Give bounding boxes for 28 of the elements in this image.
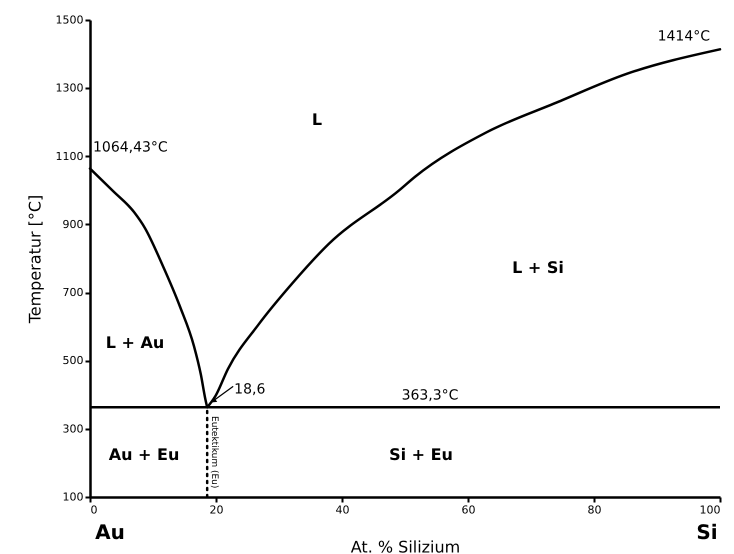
x-tick-label: 80 — [588, 504, 602, 516]
annotation: L — [312, 110, 322, 129]
annotation: 1414°C — [658, 28, 710, 44]
y-tick-label: 100 — [62, 490, 84, 504]
y-tick-label: 500 — [62, 354, 84, 368]
x-tick-label: 0 — [90, 504, 98, 516]
annotation: L + Au — [106, 333, 164, 352]
y-tick-label: 1300 — [56, 82, 84, 95]
y-tick-label: 1100 — [56, 150, 84, 163]
x-tick-label: 20 — [210, 504, 224, 516]
y-axis-title: Temperatur [°C] — [26, 194, 45, 324]
text: Si — [696, 520, 718, 544]
ref-line-label: 363,3°C — [402, 387, 459, 404]
annotation: 1064,43°C — [93, 140, 168, 156]
x-tick-label: 40 — [336, 504, 350, 516]
x-tick-label: 60 — [462, 504, 476, 516]
y-tick-label: 900 — [62, 218, 84, 231]
annotation: L + Si — [512, 258, 564, 277]
x-tick-label: 100 — [700, 504, 720, 516]
y-tick-label: 300 — [62, 422, 84, 436]
x-axis-title: At. % Silizium — [350, 538, 460, 554]
text: Eutektikum (Eu) — [209, 416, 220, 488]
annotation: 18,6 — [234, 381, 266, 398]
y-tick-label: 700 — [62, 286, 84, 300]
annotation: Au + Eu — [108, 445, 180, 464]
annotation: Si + Eu — [389, 445, 453, 464]
text: Au — [95, 520, 125, 544]
y-tick-label: 1500 — [56, 14, 84, 26]
